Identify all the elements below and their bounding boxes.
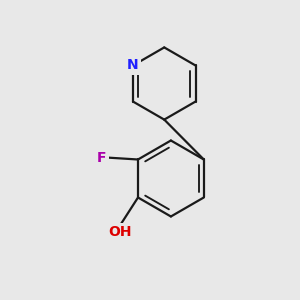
Text: OH: OH xyxy=(108,225,132,239)
Text: F: F xyxy=(97,151,107,165)
Text: N: N xyxy=(127,58,139,73)
